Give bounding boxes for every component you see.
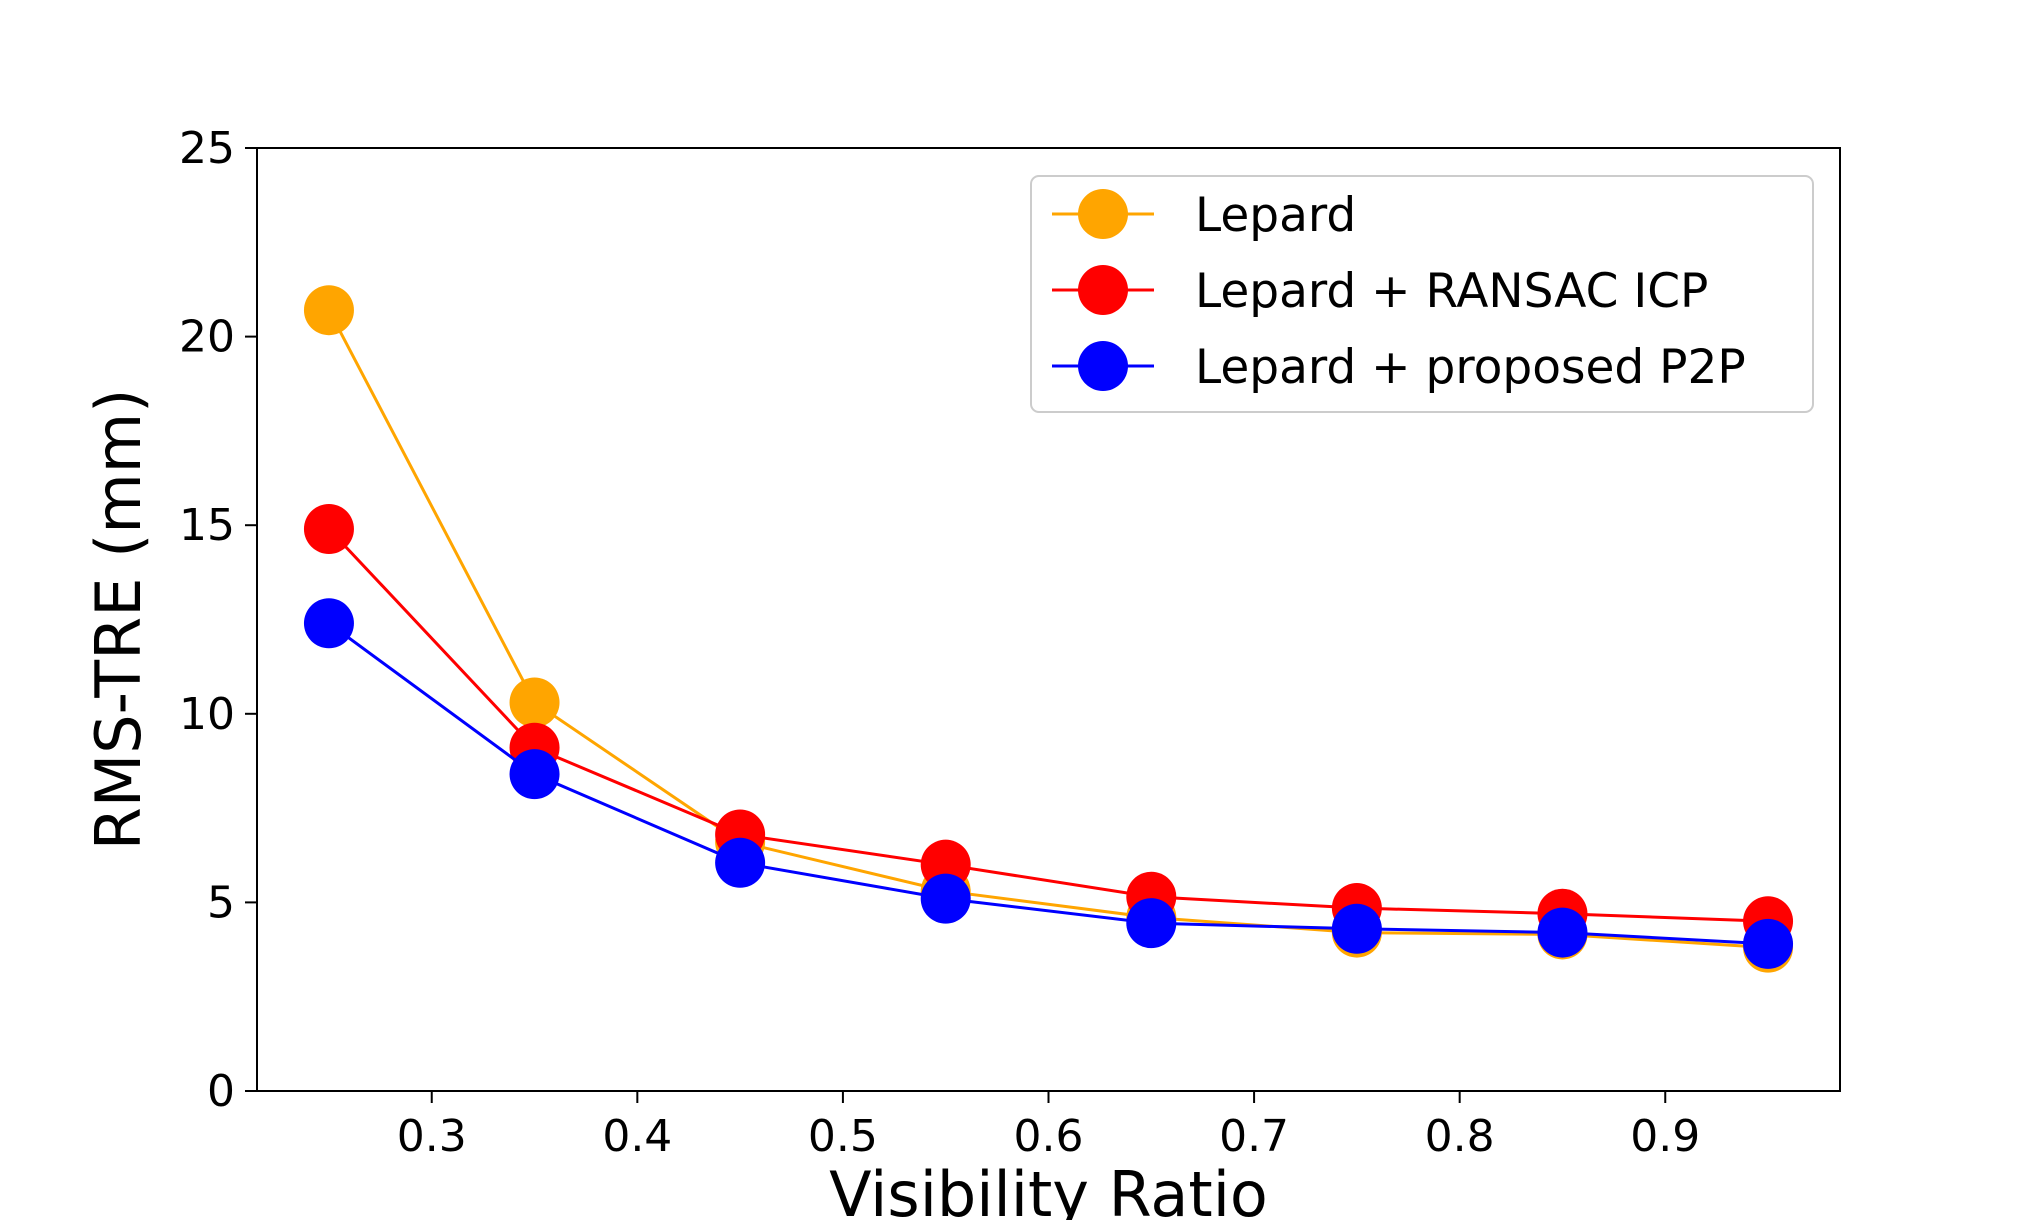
series-line <box>327 527 1769 923</box>
series-1 <box>303 503 1794 947</box>
legend-label: Lepard <box>1195 188 1356 243</box>
series-line <box>328 622 1769 946</box>
legend-label: Lepard + proposed P2P <box>1195 340 1746 395</box>
data-point <box>715 837 766 888</box>
data-point <box>1126 898 1177 949</box>
ticks-layer: 0.3 0.4 0.5 0.6 0.7 0.8 0.9 0 5 10 15 20 25 <box>179 123 1700 1162</box>
data-point <box>303 285 354 336</box>
legend-marker <box>1078 265 1128 315</box>
legend: Lepard Lepard + RANSAC ICP Lepard + propos… <box>1030 175 1814 413</box>
x-tick-label: 0.8 <box>1425 1111 1495 1162</box>
data-point <box>1331 903 1382 954</box>
y-tick-label: 15 <box>179 500 235 551</box>
x-tick-label: 0.3 <box>397 1111 467 1162</box>
data-point <box>509 749 560 800</box>
x-axis-title: Visibility Ratio <box>829 1158 1268 1220</box>
data-point <box>509 677 560 728</box>
series-line <box>327 309 1769 950</box>
series-2 <box>303 598 1794 969</box>
x-tick-label: 0.4 <box>602 1111 672 1162</box>
legend-marker <box>1078 189 1128 239</box>
legend-entry: Lepard <box>1052 188 1356 243</box>
legend-entry: Lepard + RANSAC ICP <box>1052 264 1708 319</box>
x-tick-label: 0.5 <box>808 1111 878 1162</box>
y-axis-title: RMS-TRE (mm) <box>82 389 155 851</box>
x-tick-label: 0.9 <box>1630 1111 1700 1162</box>
legend-entry: Lepard + proposed P2P <box>1052 340 1746 395</box>
data-point <box>303 503 354 554</box>
data-point <box>920 873 971 924</box>
y-tick-label: 20 <box>179 312 235 363</box>
x-tick-label: 0.7 <box>1219 1111 1289 1162</box>
legend-box <box>1030 175 1814 413</box>
y-tick-label: 25 <box>179 123 235 174</box>
y-tick-label: 0 <box>207 1066 235 1117</box>
legend-marker <box>1078 341 1128 391</box>
y-tick-label: 5 <box>207 877 235 928</box>
data-point <box>303 598 354 649</box>
legend-label: Lepard + RANSAC ICP <box>1195 264 1708 319</box>
x-tick-label: 0.6 <box>1014 1111 1084 1162</box>
series-layer <box>303 285 1794 973</box>
data-point <box>1743 918 1794 969</box>
data-point <box>1537 907 1588 958</box>
y-tick-label: 10 <box>179 689 235 740</box>
